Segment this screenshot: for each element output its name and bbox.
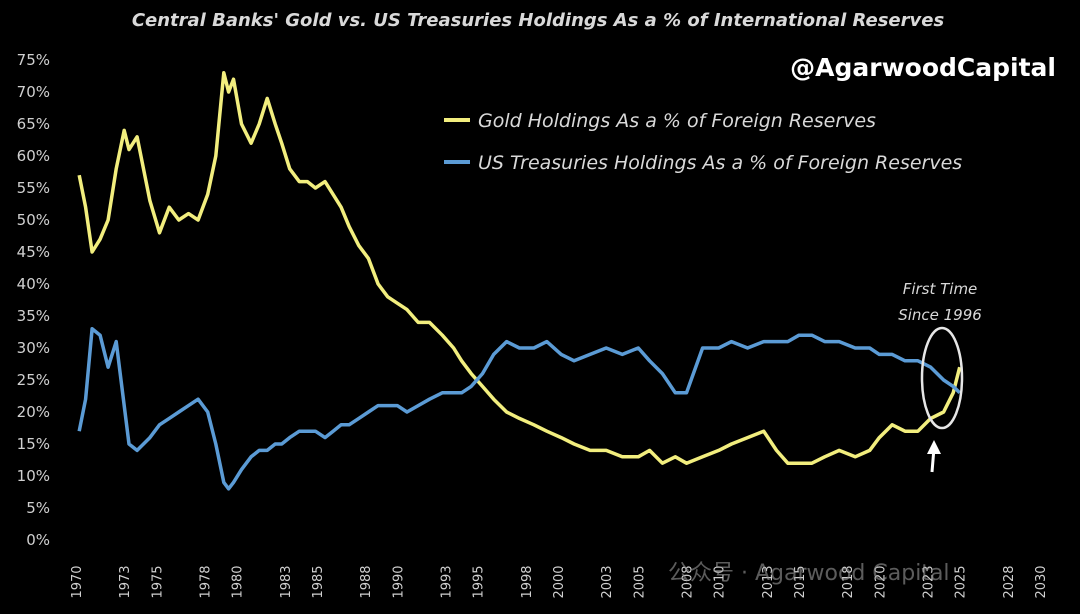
x-tick-label: 2018: [841, 565, 856, 598]
series-line-gold: [77, 71, 962, 465]
series-line-treasuries: [77, 327, 961, 491]
y-tick-label: 40%: [17, 275, 50, 293]
x-tick-label: 2008: [681, 565, 696, 598]
y-tick-label: 0%: [26, 531, 50, 549]
y-tick-label: 10%: [17, 467, 50, 485]
annotation-circle: [920, 326, 964, 430]
x-tick-label: 2023: [922, 565, 937, 598]
x-tick-label: 1993: [440, 565, 455, 598]
y-tick-label: 45%: [17, 243, 50, 261]
watermark: 公众号 · Agarwood Capital: [668, 561, 950, 586]
y-tick-label: 30%: [17, 339, 50, 357]
y-tick-label: 75%: [17, 51, 50, 69]
x-tick-label: 2020: [873, 565, 888, 598]
x-tick-label: 1985: [311, 565, 326, 598]
y-tick-label: 65%: [17, 115, 50, 133]
y-tick-label: 60%: [17, 147, 50, 165]
x-tick-label: 2013: [761, 565, 776, 598]
x-tick-label: 1990: [391, 565, 406, 598]
x-tick-label: 2010: [713, 565, 728, 598]
y-tick-label: 70%: [17, 83, 50, 101]
x-tick-label: 1978: [199, 565, 214, 598]
legend-label-treasuries: US Treasuries Holdings As a % of Foreign…: [478, 152, 962, 174]
y-tick-label: 20%: [17, 403, 50, 421]
legend: Gold Holdings As a % of Foreign Reserves…: [444, 110, 962, 174]
y-tick-label: 55%: [17, 179, 50, 197]
x-tick-label: 1975: [150, 565, 165, 598]
x-tick-label: 2000: [552, 565, 567, 598]
x-tick-label: 2003: [600, 565, 615, 598]
x-tick-label: 2028: [1002, 565, 1017, 598]
x-tick-label: 1973: [118, 565, 133, 598]
x-tick-label: 1998: [520, 565, 535, 598]
y-tick-label: 35%: [17, 307, 50, 325]
x-axis: 1970 1973 1975 1978 1980 1983 1985 1988 1990 1993…: [70, 565, 1049, 598]
annotation-line1: First Time: [903, 280, 978, 298]
x-tick-label: 2005: [632, 565, 647, 598]
x-tick-label: 2030: [1034, 565, 1049, 598]
y-tick-label: 25%: [17, 371, 50, 389]
arrow-up-icon: [927, 440, 941, 473]
x-tick-label: 1988: [359, 565, 374, 598]
annotation-first-time: First Time Since 1996: [898, 280, 982, 473]
y-axis: 0% 5% 10% 15% 20% 25% 30% 35% 40% 45% 50% 55% 60% 65%…: [17, 51, 50, 549]
x-tick-label: 2025: [954, 565, 969, 598]
chart-title: Central Banks' Gold vs. US Treasuries Ho…: [132, 10, 945, 31]
y-tick-label: 5%: [26, 499, 50, 517]
x-tick-label: 2015: [793, 565, 808, 598]
annotation-line2: Since 1996: [898, 306, 982, 324]
legend-label-gold: Gold Holdings As a % of Foreign Reserves: [478, 110, 876, 132]
x-tick-label: 1995: [472, 565, 487, 598]
series-layer: [77, 71, 962, 491]
y-tick-label: 15%: [17, 435, 50, 453]
x-tick-label: 1970: [70, 565, 85, 598]
x-tick-label: 1980: [231, 565, 246, 598]
y-tick-label: 50%: [17, 211, 50, 229]
brand-handle: @AgarwoodCapital: [790, 53, 1056, 82]
x-tick-label: 1983: [279, 565, 294, 598]
